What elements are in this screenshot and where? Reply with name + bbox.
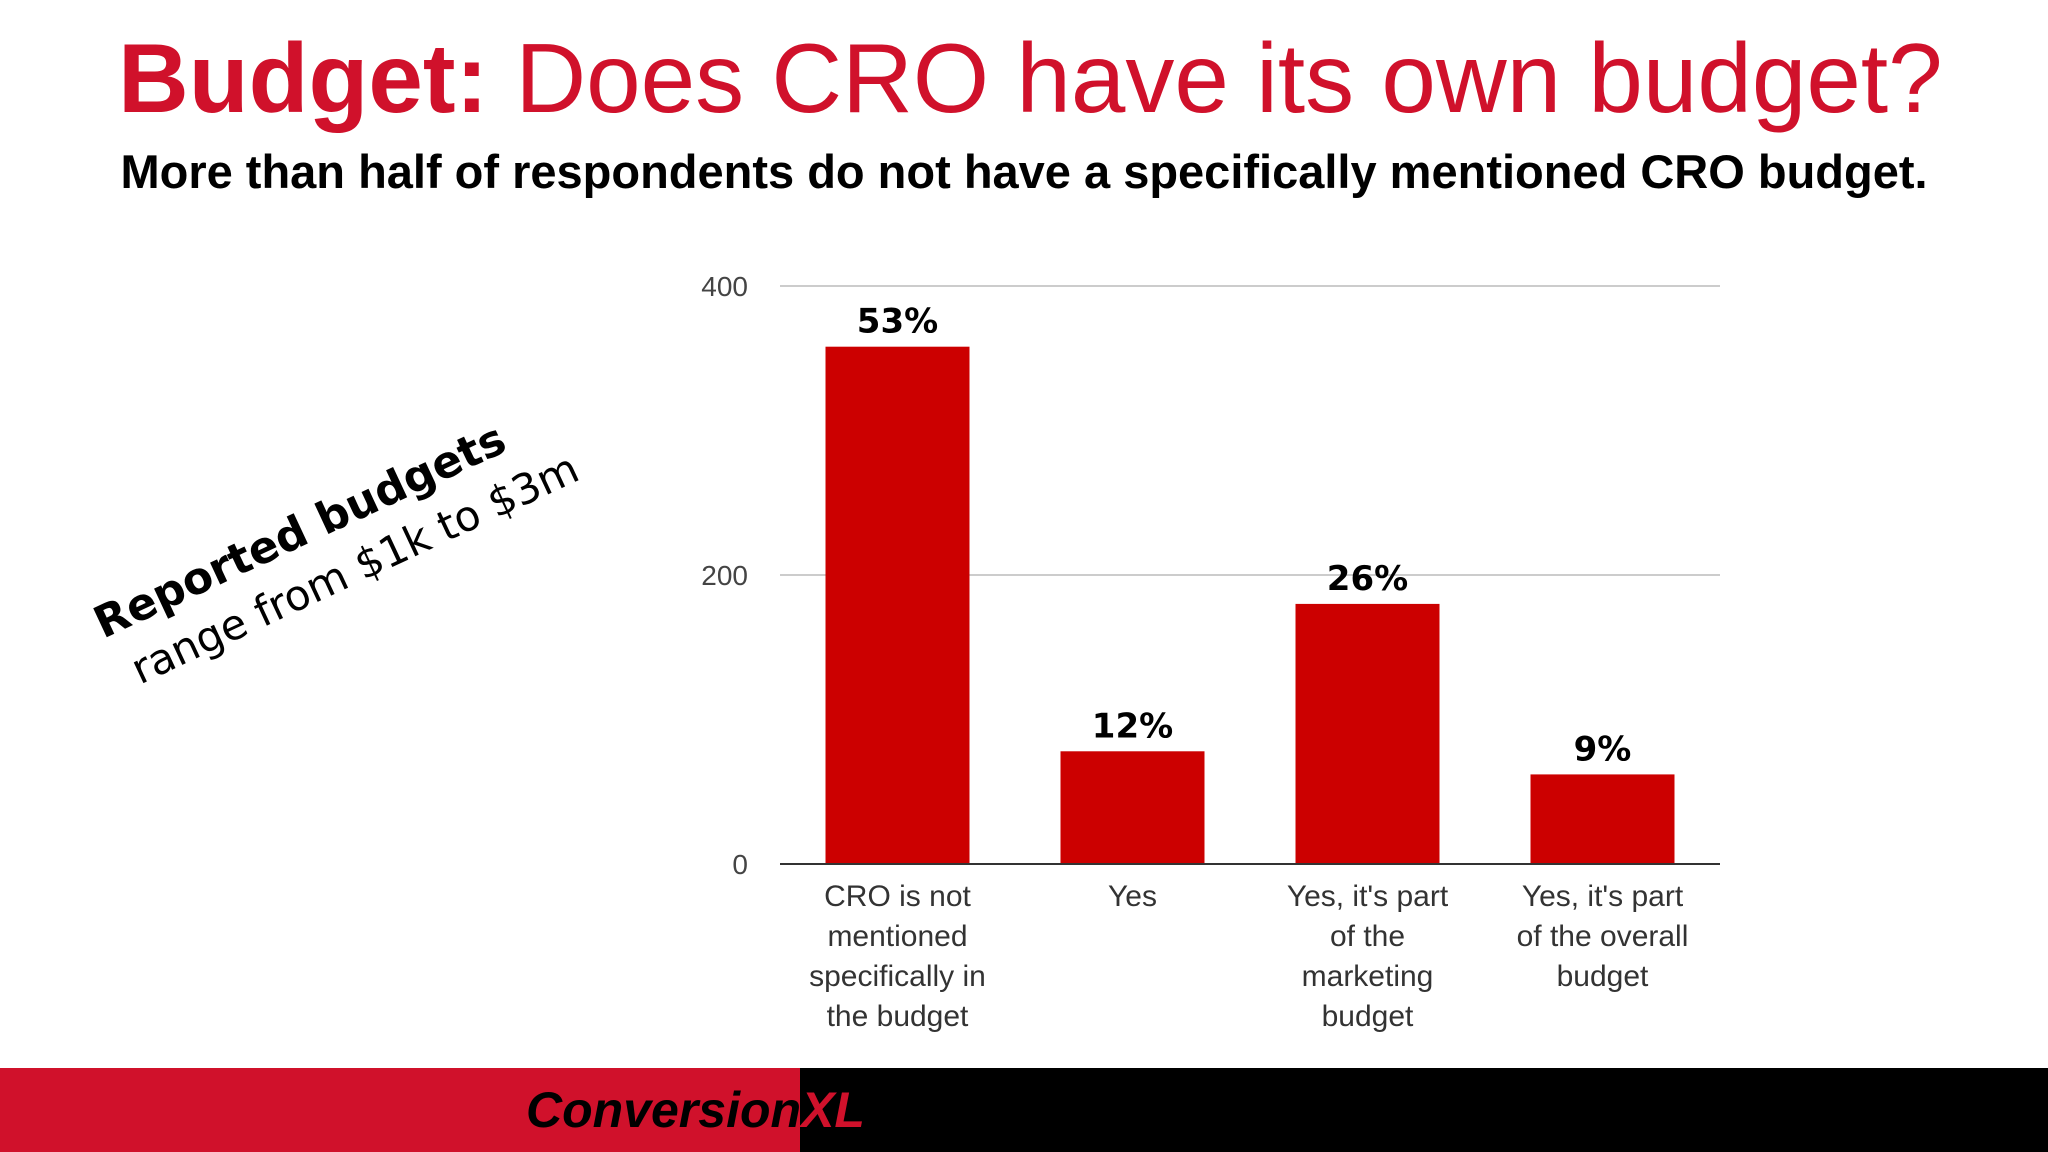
logo-text-xl: XL (801, 1082, 865, 1138)
data-labels: 53% 12% 26% 9% (857, 302, 1632, 770)
bar (1295, 603, 1440, 864)
bar (1060, 751, 1205, 864)
footer-black-band (800, 1068, 2048, 1152)
x-axis-labels: CRO is not mentioned specifically in the bu… (809, 880, 1688, 1033)
bar (1530, 774, 1675, 864)
category-label: Yes, it's part of the marketing budget (1287, 880, 1449, 1033)
conversionxl-logo: ConversionXL (526, 1078, 865, 1142)
y-tick-label: 200 (701, 560, 748, 591)
title-question: Does CRO have its own budget? (488, 23, 1943, 133)
y-tick-label: 0 (732, 849, 748, 880)
category-label: Yes (1108, 880, 1157, 913)
bar (825, 346, 970, 864)
budget-bar-chart: 0 200 400 53% 12% 26% 9% CRO is not mentioned s… (701, 271, 1720, 1033)
data-label: 26% (1327, 559, 1408, 599)
category-label: CRO is not mentioned specifically in the bu… (809, 880, 986, 1033)
category-label: Yes, it's part of the overall budget (1517, 880, 1689, 993)
data-label: 53% (857, 302, 938, 342)
y-axis-ticks: 0 200 400 (701, 271, 748, 880)
bars (825, 346, 1675, 864)
data-label: 9% (1574, 729, 1632, 769)
data-label: 12% (1092, 706, 1173, 746)
title-keyword: Budget: (118, 23, 489, 133)
page-title: Budget: Does CRO have its own budget? (118, 8, 1943, 148)
logo-text-conversion: Conversion (526, 1082, 802, 1138)
page-subtitle: More than half of respondents do not hav… (120, 145, 1928, 198)
y-tick-label: 400 (701, 271, 748, 302)
footer-red-band (0, 1068, 800, 1152)
